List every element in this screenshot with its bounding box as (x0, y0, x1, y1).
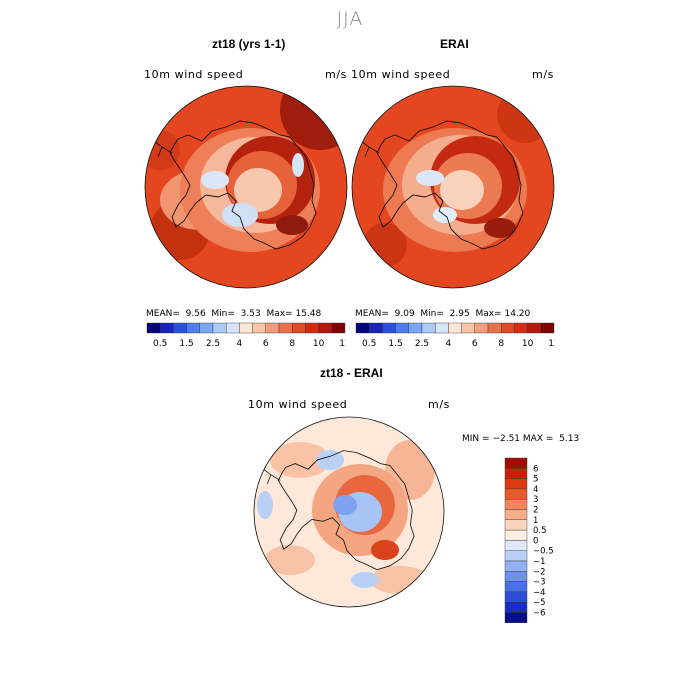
difference-colorbar-swatch (504, 601, 528, 613)
panel-1-title: zt18 (yrs 1-1) (212, 37, 286, 51)
panel-2-colorbar-swatch (448, 322, 462, 334)
panel-1-colorbar-swatch (173, 322, 187, 334)
panel-1-colorbar-tick-label: 0.5 (153, 339, 167, 349)
panel-1-colorbar-swatch (252, 322, 266, 334)
panel-2-units: m/s (532, 68, 554, 81)
panel-2-colorbar-swatch (500, 322, 515, 334)
difference-colorbar-tick-label: 0.5 (533, 526, 547, 536)
panel-1-colorbar-swatch (225, 322, 240, 334)
panel-1-colorbar-swatch (212, 322, 227, 334)
panel-2-colorbar-tick-label: 0.5 (362, 339, 376, 349)
panel-1-colorbar-tick-label: 1.5 (179, 339, 193, 349)
panel-2-colorbar-tick-label: 1.5 (388, 339, 402, 349)
difference-colorbar-swatch (504, 499, 528, 510)
panel-2-colorbar-tick-label: 8 (498, 339, 504, 349)
difference-colorbar-swatch (504, 581, 528, 593)
panel-1-colorbar-swatch (199, 322, 214, 334)
panel-2-colorbar-tick-label: 10 (522, 339, 534, 349)
panel-1-colorbar-swatch (186, 322, 200, 334)
panel-1-colorbar-swatch (159, 322, 174, 334)
difference-colorbar-swatch (504, 571, 528, 582)
difference-colorbar-tick-label: −2 (533, 567, 546, 577)
panel-1-colorbar-swatch (331, 322, 346, 334)
panel-2-colorbar-swatch (434, 322, 449, 334)
difference-colorbar-tick-label: −3 (533, 578, 546, 588)
panel-2-colorbar-tick-label: 4 (446, 339, 452, 349)
difference-colorbar-swatch (504, 529, 528, 541)
difference-colorbar-swatch (504, 550, 528, 562)
panel-2-colorbar-tick-label: 6 (472, 339, 478, 349)
difference-colorbar-swatch (504, 509, 528, 521)
panel-2-colorbar-tick-label: 12 (548, 339, 555, 349)
panel-2-colorbar-swatch (408, 322, 423, 334)
difference-minmax: MIN = −2.51 MAX = 5.13 (462, 434, 580, 444)
panel-2-title: ERAI (440, 37, 469, 51)
difference-colorbar-swatch (504, 540, 528, 551)
panel-1-colorbar-tick-label: 6 (263, 339, 269, 349)
difference-colorbar-tick-label: −4 (533, 588, 546, 598)
difference-colorbar-tick-label: 3 (533, 495, 538, 505)
panel-1-colorbar-swatch (318, 322, 333, 334)
difference-colorbar-swatch (504, 591, 528, 603)
difference-colorbar-tick-label: 2 (533, 506, 538, 516)
difference-colorbar-tick-label: 0 (533, 536, 538, 546)
panel-2-colorbar: 0.5 1.5 2.5 4 6 8 10 12 (355, 322, 555, 349)
difference-colorbar-tick-label: 6 (533, 464, 538, 474)
difference-colorbar-swatch (504, 478, 528, 490)
panel-1-colorbar-swatch (265, 322, 280, 334)
difference-colorbar-tick-label: −0.5 (533, 547, 554, 557)
difference-colorbar-swatch (504, 560, 528, 572)
panel-1-colorbar-tick-label: 10 (313, 339, 325, 349)
panel-1-colorbar-swatch (239, 322, 253, 334)
panel-1-colorbar-swatch (278, 322, 293, 334)
panel-2-colorbar-swatch (368, 322, 383, 334)
panel-2-colorbar-swatch (540, 322, 555, 334)
difference-colorbar-swatch (504, 457, 528, 469)
panel-2-map (352, 86, 554, 288)
difference-colorbar-tick-label: 5 (533, 475, 538, 485)
difference-colorbar-swatch (504, 468, 528, 479)
panel-2-colorbar-swatch (421, 322, 436, 334)
panel-2-colorbar-tick-label: 2.5 (415, 339, 429, 349)
panel-1-variable-label: 10m wind speed (144, 68, 244, 81)
difference-colorbar-tick-label: 4 (533, 485, 538, 495)
panel-1-colorbar-swatch (291, 322, 306, 334)
panel-1-colorbar: 0.5 1.5 2.5 4 6 8 10 12 (146, 322, 346, 349)
panel-1-units: m/s (325, 68, 347, 81)
panel-1-colorbar-swatch (146, 322, 161, 334)
panel-1-stats: MEAN= 9.56 Min= 3.53 Max= 15.48 (146, 309, 322, 319)
difference-title: zt18 - ERAI (320, 366, 383, 380)
difference-colorbar-tick-label: 1 (533, 516, 538, 526)
difference-colorbar-swatch (504, 488, 528, 500)
panel-2-colorbar-swatch (355, 322, 370, 334)
panel-2-stats: MEAN= 9.09 Min= 2.95 Max= 14.20 (355, 309, 531, 319)
difference-colorbar-tick-label: −6 (533, 609, 546, 619)
panel-2-colorbar-swatch (487, 322, 502, 334)
panel-2-colorbar-swatch (461, 322, 475, 334)
difference-units: m/s (428, 398, 450, 411)
panel-1-map (145, 86, 347, 288)
panel-1-colorbar-swatch (305, 322, 319, 334)
panel-2-colorbar-swatch (474, 322, 489, 334)
panel-2-colorbar-swatch (395, 322, 409, 334)
panel-2-colorbar-swatch (527, 322, 542, 334)
panel-1-colorbar-tick-label: 2.5 (206, 339, 220, 349)
difference-colorbar-swatch (504, 612, 528, 624)
season-title: JJA (336, 8, 364, 30)
difference-colorbar-tick-label: −5 (533, 598, 546, 608)
difference-map (254, 417, 444, 607)
difference-colorbar-tick-label: −1 (533, 557, 546, 567)
panel-1-colorbar-tick-label: 8 (289, 339, 295, 349)
difference-colorbar-swatch (504, 519, 528, 531)
panel-1-colorbar-tick-label: 12 (339, 339, 346, 349)
panel-2-variable-label: 10m wind speed (351, 68, 451, 81)
panel-2-colorbar-swatch (382, 322, 396, 334)
difference-variable-label: 10m wind speed (248, 398, 348, 411)
panel-2-colorbar-swatch (514, 322, 528, 334)
panel-1-colorbar-tick-label: 4 (237, 339, 243, 349)
